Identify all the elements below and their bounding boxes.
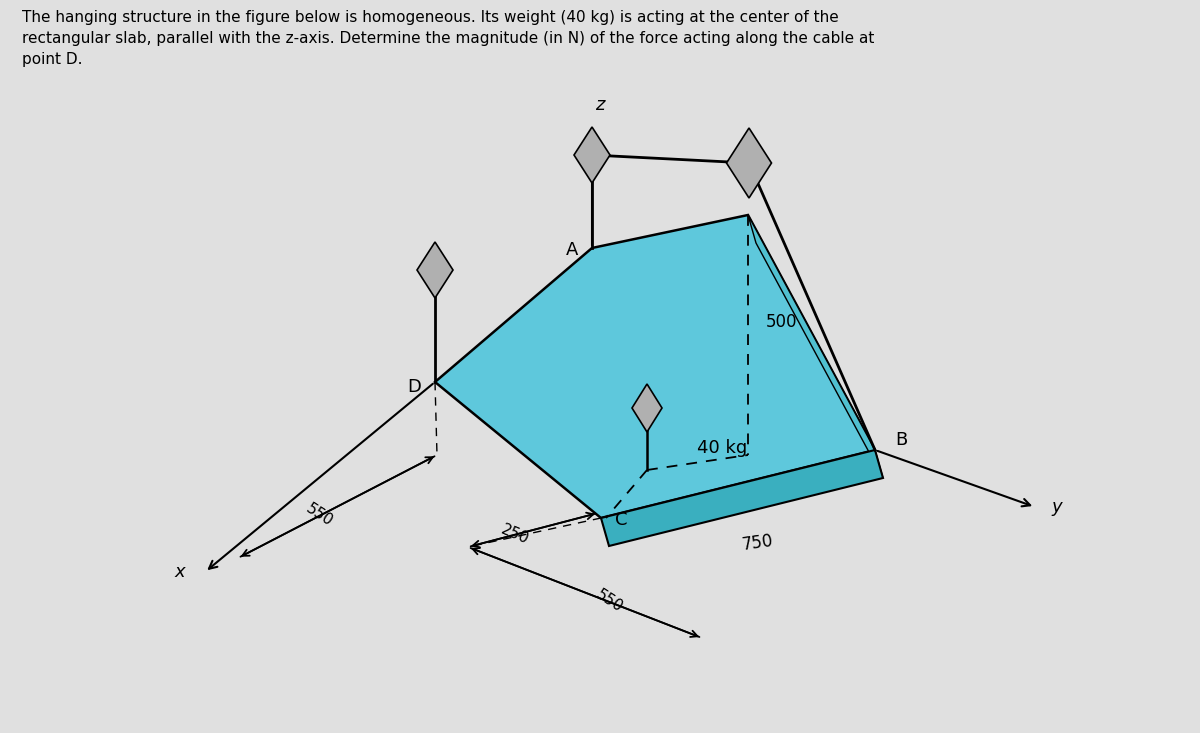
Polygon shape [418,242,454,298]
Text: x: x [175,563,185,581]
Text: y: y [1051,498,1062,516]
Polygon shape [748,215,883,478]
Polygon shape [601,450,883,546]
Text: B: B [895,431,907,449]
Text: 40 kg: 40 kg [697,439,748,457]
Text: z: z [595,96,605,114]
Text: A: A [565,241,578,259]
Text: 500: 500 [766,313,798,331]
Text: C: C [616,511,628,529]
Text: 250: 250 [499,522,532,547]
Polygon shape [726,128,772,198]
Polygon shape [574,127,610,183]
Polygon shape [436,215,875,518]
Text: D: D [407,378,421,396]
Text: 550: 550 [302,501,335,529]
Polygon shape [632,384,662,432]
Text: The hanging structure in the figure below is homogeneous. Its weight (40 kg) is : The hanging structure in the figure belo… [22,10,875,67]
Text: 550: 550 [593,587,625,615]
Text: 750: 750 [742,532,775,554]
